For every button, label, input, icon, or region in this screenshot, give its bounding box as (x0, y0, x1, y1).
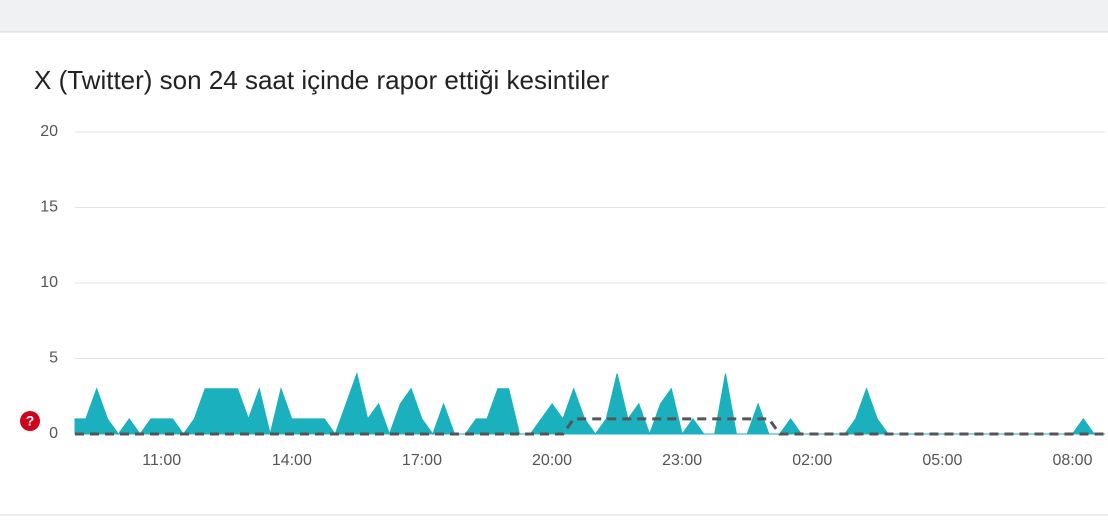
y-tick-label: 5 (49, 350, 58, 367)
x-tick-label: 17:00 (402, 452, 442, 469)
chart-title: X (Twitter) son 24 saat içinde rapor ett… (34, 65, 609, 95)
x-tick-label: 02:00 (792, 452, 832, 469)
x-tick-label: 05:00 (922, 452, 962, 469)
x-tick-label: 11:00 (142, 452, 181, 469)
x-tick-label: 14:00 (272, 452, 312, 469)
y-tick-label: 20 (40, 123, 58, 140)
x-tick-label: 08:00 (1052, 452, 1092, 469)
baseline-line (75, 417, 1105, 436)
svg-text:?: ? (26, 413, 35, 429)
x-tick-label: 23:00 (662, 452, 702, 469)
y-tick-label: 10 (40, 274, 58, 291)
x-tick-label: 20:00 (532, 452, 572, 469)
help-icon[interactable]: ? (20, 411, 40, 431)
y-tick-label: 0 (49, 425, 58, 442)
y-tick-label: 15 (40, 199, 58, 216)
top-strip (0, 0, 1108, 32)
reports-area (74, 371, 1105, 436)
